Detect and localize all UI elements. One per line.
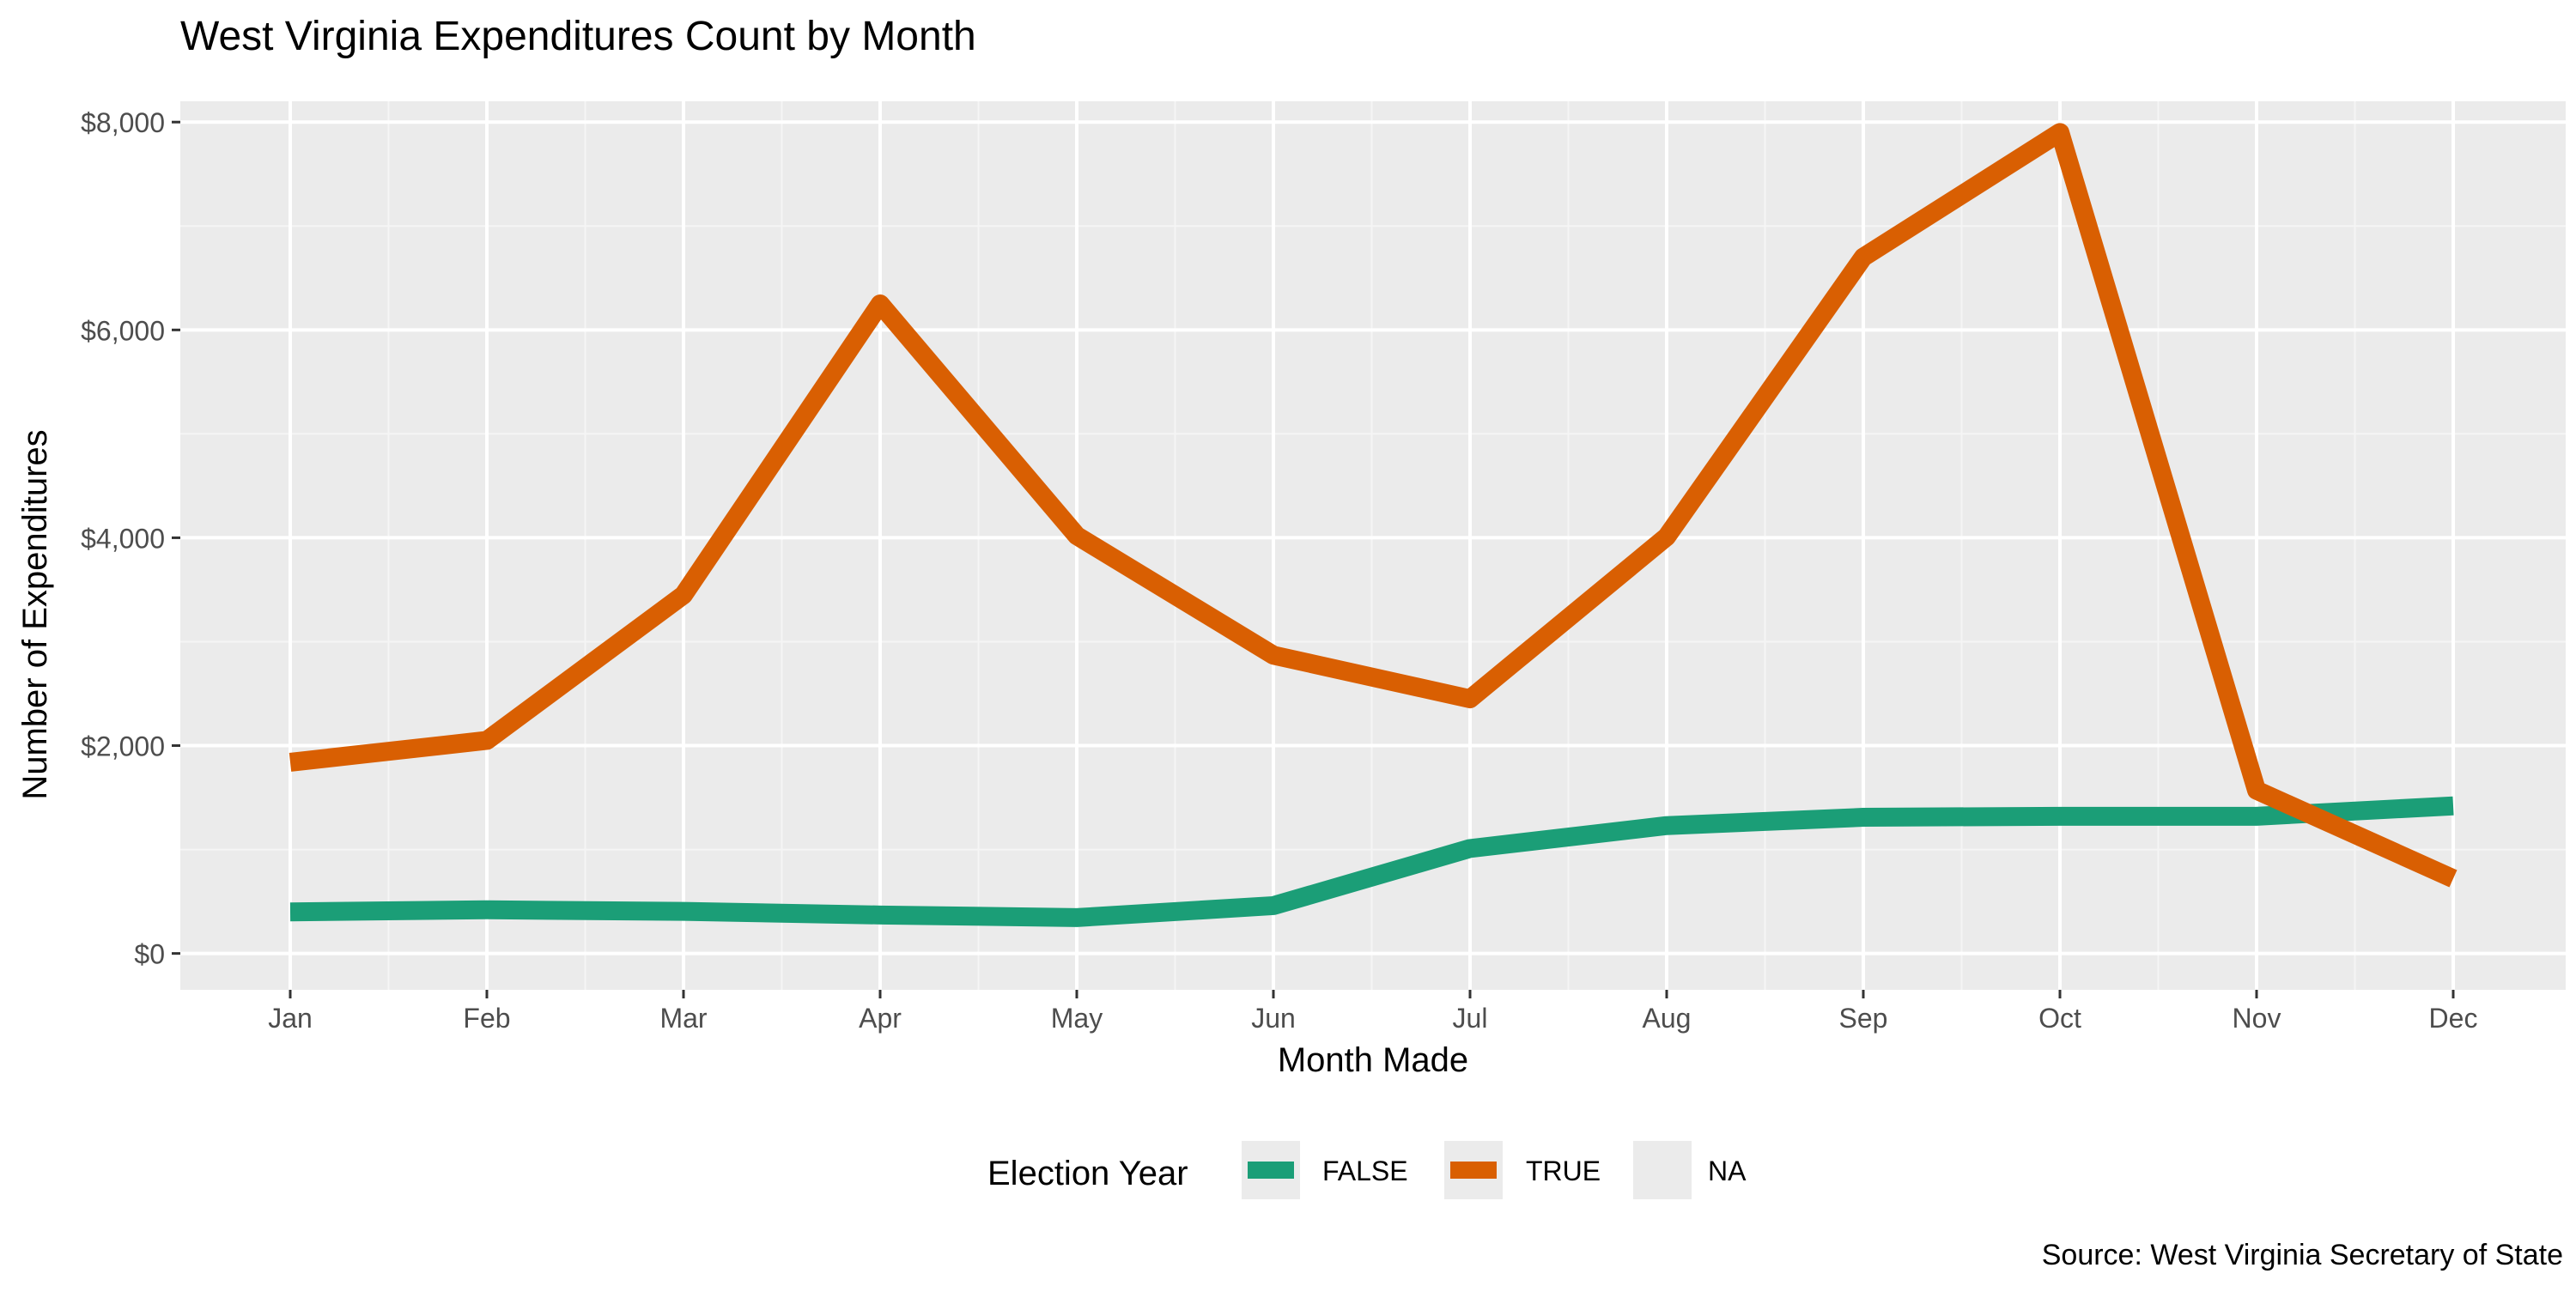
chart-caption: Source: West Virginia Secretary of State [2042,1239,2563,1271]
x-tick-label: Jul [1453,1003,1488,1034]
legend-label-false: FALSE [1322,1156,1408,1186]
x-tick-label: Dec [2429,1003,2478,1034]
y-tick-label: $4,000 [81,523,165,554]
y-tick-label: $0 [134,939,165,970]
plot-panel [180,101,2566,990]
y-tick-label: $2,000 [81,731,165,762]
series-line-true [289,123,2458,888]
series-lines [289,123,2458,927]
panel-background [180,101,2566,990]
y-tick-label: $6,000 [81,315,165,346]
legend-key-na [1633,1141,1692,1199]
x-tick-label: Mar [659,1003,707,1034]
x-tick-label: Jun [1251,1003,1296,1034]
x-tick-label: Feb [463,1003,510,1034]
x-tick-label: May [1051,1003,1103,1034]
x-axis-title: Month Made [1278,1041,1468,1079]
y-axis-title: Number of Expenditures [16,429,54,799]
legend-label-true: TRUE [1526,1156,1601,1186]
chart-title: West Virginia Expenditures Count by Mont… [180,14,976,59]
x-axis: Jan Feb Mar Apr May Jun Jul Aug Sep Oct Nov Dec [268,990,2477,1034]
x-tick-label: Jan [268,1003,313,1034]
series-line-false [289,796,2454,927]
x-tick-label: Aug [1643,1003,1692,1034]
x-tick-label: Nov [2233,1003,2281,1034]
x-tick-label: Sep [1839,1003,1888,1034]
x-tick-label: Oct [2038,1003,2081,1034]
legend-title: Election Year [987,1155,1188,1192]
legend: Election Year FALSE TRUE NA [987,1141,1747,1199]
legend-label-na: NA [1708,1156,1747,1186]
y-axis: $0 $2,000 $4,000 $6,000 $8,000 [81,107,180,970]
y-tick-label: $8,000 [81,107,165,138]
x-tick-label: Apr [859,1003,902,1034]
